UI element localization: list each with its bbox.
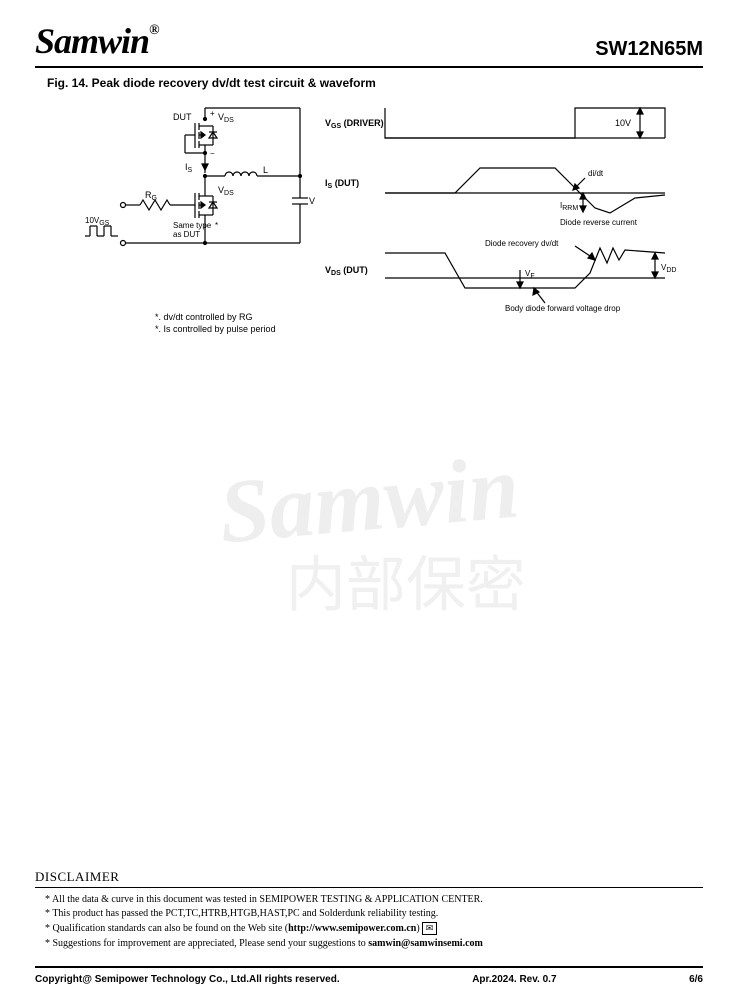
svg-text:10V: 10V (615, 118, 631, 128)
circuit-notes: *. dv/dt controlled by RG *. Is controll… (155, 312, 276, 335)
copyright: Copyright@ Semipower Technology Co., Ltd… (35, 974, 340, 985)
diagram-area: DUT + VDS − IS L VDS RG 10VGS Same type … (35, 98, 703, 328)
revision: Apr.2024. Rev. 0.7 (472, 974, 556, 985)
disclaimer-section: DISCLAIMER * All the data & curve in thi… (35, 869, 703, 952)
svg-text:Diode reverse current: Diode reverse current (560, 218, 638, 227)
svg-text:L: L (263, 165, 268, 175)
disclaimer-title: DISCLAIMER (35, 869, 703, 888)
svg-text:RG: RG (145, 190, 157, 202)
svg-text:as DUT: as DUT (173, 230, 200, 239)
svg-text:VDS (DUT): VDS (DUT) (325, 265, 368, 277)
svg-text:VDS: VDS (218, 112, 234, 124)
note-1: *. dv/dt controlled by RG (155, 312, 276, 324)
svg-text:VGS (DRIVER): VGS (DRIVER) (325, 118, 384, 130)
svg-text:VDD: VDD (661, 263, 676, 274)
mail-icon[interactable]: ✉ (422, 922, 438, 935)
disclaimer-line-4: * Suggestions for improvement are apprec… (45, 938, 703, 949)
figure-title: Fig. 14. Peak diode recovery dv/dt test … (47, 76, 703, 90)
svg-text:Same type: Same type (173, 221, 212, 230)
svg-text:IS (DUT): IS (DUT) (325, 178, 359, 190)
waveform-diagram: VGS (DRIVER) 10V IS (DUT) di/dt IRRM Dio… (325, 98, 685, 338)
email-link[interactable]: samwin@samwinsemi.com (368, 938, 483, 949)
note-2: *. Is controlled by pulse period (155, 324, 276, 336)
page-number: 6/6 (689, 974, 703, 985)
svg-text:di/dt: di/dt (588, 169, 604, 178)
part-number: SW12N65M (595, 38, 703, 61)
circuit-diagram: DUT + VDS − IS L VDS RG 10VGS Same type … (85, 98, 315, 308)
svg-text:VDD: VDD (309, 196, 315, 208)
header: Samwin® SW12N65M (35, 20, 703, 68)
footer: Copyright@ Semipower Technology Co., Ltd… (35, 966, 703, 985)
svg-text:IRRM: IRRM (560, 201, 578, 212)
svg-text:*: * (215, 221, 218, 230)
website-link[interactable]: http://www.semipower.com.cn (288, 923, 416, 934)
logo: Samwin® (35, 20, 159, 62)
watermark-text: 内部保密 (286, 537, 526, 624)
dut-label: DUT (173, 112, 192, 122)
disclaimer-line-3: * Qualification standards can also be fo… (45, 922, 703, 935)
svg-text:VDS: VDS (218, 185, 234, 197)
svg-text:Diode recovery dv/dt: Diode recovery dv/dt (485, 239, 559, 248)
svg-text:+: + (210, 109, 215, 118)
svg-text:−: − (210, 149, 215, 158)
watermark-logo: Samwin (215, 436, 523, 565)
svg-text:Body diode forward voltage dro: Body diode forward voltage drop (505, 304, 621, 313)
disclaimer-line-1: * All the data & curve in this document … (45, 894, 703, 905)
svg-text:10VGS: 10VGS (85, 216, 110, 227)
disclaimer-line-2: * This product has passed the PCT,TC,HTR… (45, 908, 703, 919)
svg-text:IS: IS (185, 162, 193, 174)
